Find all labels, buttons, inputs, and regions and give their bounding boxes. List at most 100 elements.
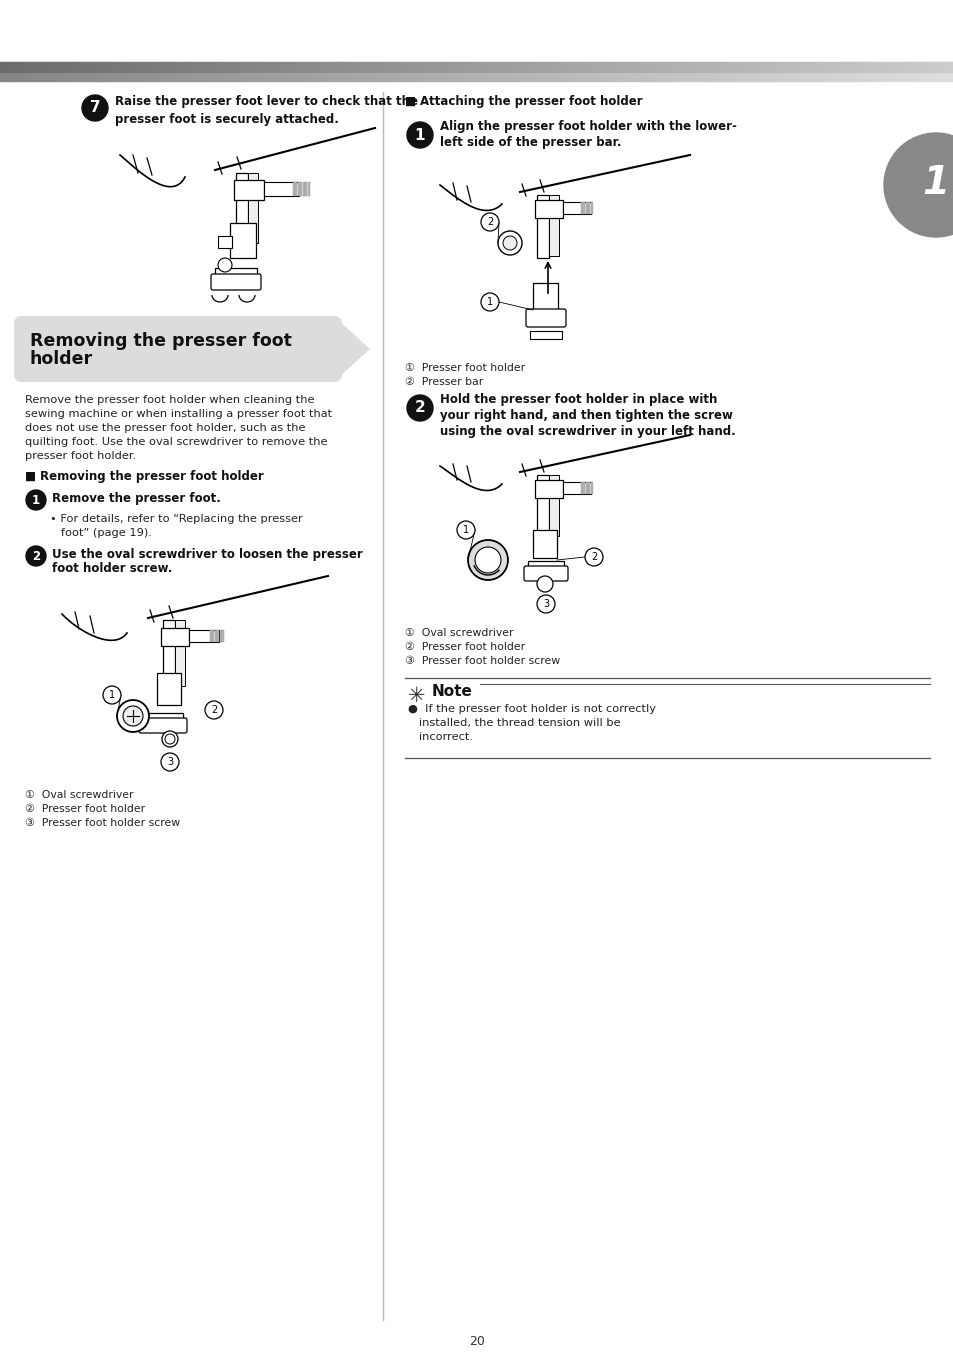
Bar (746, 62, 747, 72)
Bar (159, 73, 160, 81)
Bar (83, 73, 84, 81)
Bar (27, 73, 28, 81)
Bar (156, 62, 157, 72)
Bar (724, 73, 725, 81)
Bar (169, 73, 170, 81)
Bar (880, 62, 882, 72)
Bar (418, 73, 419, 81)
Text: 2: 2 (486, 218, 493, 227)
Bar (665, 73, 666, 81)
Bar (501, 73, 502, 81)
Text: your right hand, and then tighten the screw: your right hand, and then tighten the sc… (439, 410, 732, 422)
Bar (424, 62, 426, 72)
Bar (206, 73, 207, 81)
Bar (485, 73, 486, 81)
Bar (291, 62, 292, 72)
Bar (139, 73, 140, 81)
Bar (488, 62, 489, 72)
Bar (680, 73, 681, 81)
Bar (575, 73, 576, 81)
Bar (454, 62, 455, 72)
Bar (431, 73, 432, 81)
Bar (822, 62, 823, 72)
Bar (535, 200, 562, 218)
Bar (824, 73, 825, 81)
Bar (44, 62, 45, 72)
Bar (189, 630, 219, 642)
Bar (194, 62, 195, 72)
Bar (96, 62, 97, 72)
Bar (50, 73, 51, 81)
FancyBboxPatch shape (525, 310, 565, 327)
Bar (204, 62, 205, 72)
Bar (49, 73, 50, 81)
Bar (82, 62, 83, 72)
Bar (588, 201, 590, 214)
Bar (762, 62, 763, 72)
Bar (821, 62, 822, 72)
Bar (482, 73, 483, 81)
Bar (189, 62, 190, 72)
Bar (22, 73, 23, 81)
Bar (502, 73, 503, 81)
Bar (859, 62, 861, 72)
Bar (644, 73, 645, 81)
Bar (572, 62, 573, 72)
Bar (348, 73, 349, 81)
Bar (293, 62, 294, 72)
Bar (770, 62, 771, 72)
Bar (143, 713, 183, 722)
Bar (770, 73, 771, 81)
Bar (101, 73, 102, 81)
Bar (849, 62, 850, 72)
Bar (730, 62, 731, 72)
Bar (428, 73, 429, 81)
Bar (657, 62, 658, 72)
Bar (505, 73, 506, 81)
Bar (77, 62, 78, 72)
Bar (687, 73, 688, 81)
Bar (211, 62, 212, 72)
Bar (588, 483, 590, 493)
Bar (203, 62, 204, 72)
FancyBboxPatch shape (139, 718, 187, 733)
Bar (15, 62, 16, 72)
Bar (668, 62, 669, 72)
Bar (493, 73, 494, 81)
Bar (936, 62, 937, 72)
Bar (434, 62, 435, 72)
Bar (560, 62, 561, 72)
Circle shape (218, 258, 232, 272)
Bar (43, 62, 44, 72)
Bar (832, 73, 833, 81)
Bar (326, 62, 327, 72)
Bar (89, 73, 90, 81)
Bar (91, 62, 92, 72)
Bar (88, 73, 89, 81)
Bar (195, 73, 196, 81)
Bar (70, 62, 71, 72)
Bar (757, 73, 758, 81)
Bar (221, 62, 222, 72)
Bar (40, 62, 41, 72)
Bar (480, 73, 481, 81)
Bar (794, 62, 795, 72)
Bar (585, 62, 586, 72)
Bar (940, 62, 941, 72)
Bar (42, 62, 43, 72)
Bar (580, 62, 581, 72)
Bar (548, 73, 550, 81)
Bar (917, 73, 918, 81)
Circle shape (475, 548, 500, 573)
Bar (45, 62, 46, 72)
Bar (666, 62, 667, 72)
Bar (926, 62, 927, 72)
Bar (590, 201, 593, 214)
Polygon shape (337, 320, 370, 379)
Bar (586, 73, 587, 81)
Bar (725, 73, 726, 81)
Bar (665, 62, 666, 72)
Bar (26, 62, 27, 72)
Bar (143, 73, 144, 81)
Bar (460, 62, 461, 72)
